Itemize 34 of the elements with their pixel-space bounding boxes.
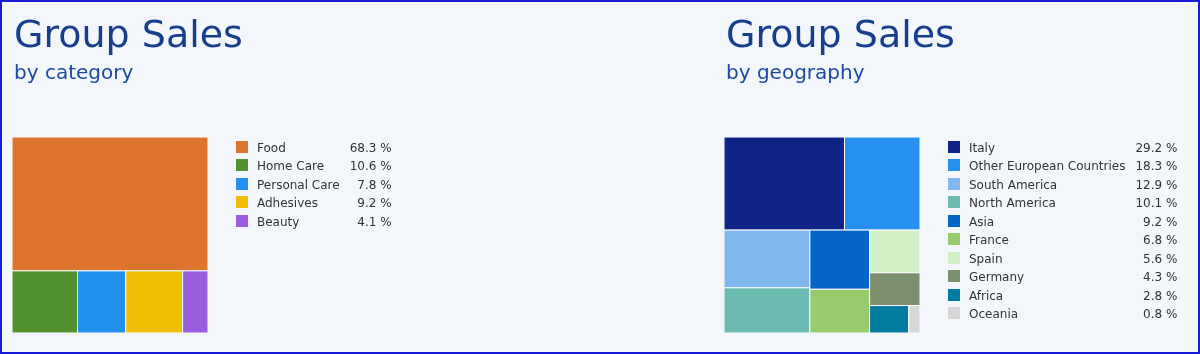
data-label: 12.9 % (1134, 177, 1178, 194)
category-label: Spain (969, 251, 1003, 266)
text: Group Sales (726, 12, 955, 56)
data-label: 4.1 % (356, 214, 392, 231)
data-label: 7.8 % (356, 177, 392, 194)
text: Group Sales (14, 12, 243, 56)
category-label: Personal Care (257, 177, 340, 192)
data-label: 29.2 % (1134, 140, 1178, 157)
data-label: 10.6 % (348, 158, 392, 176)
category-label: Germany (969, 270, 1025, 285)
data-label: 5.6 % (1142, 251, 1178, 268)
category-label: Beauty (257, 214, 300, 229)
data-label: 4.3 % (1142, 269, 1178, 287)
data-label: 9.2 % (356, 195, 392, 213)
category-label: Food (257, 140, 286, 155)
category-label: France (969, 233, 1009, 248)
data-label: 18.3 % (1134, 158, 1178, 176)
text: by category (14, 60, 134, 84)
category-label: Other European Countries (969, 159, 1126, 174)
category-label: Home Care (257, 159, 325, 174)
category-label: Italy (969, 140, 996, 155)
category-label: South America (969, 177, 1058, 192)
category-label: Adhesives (257, 196, 318, 211)
data-label: 10.1 % (1134, 195, 1178, 213)
category-label: Oceania (969, 307, 1019, 322)
data-label: 68.3 % (348, 140, 392, 157)
category-label: North America (969, 196, 1056, 211)
category-label: Africa (969, 288, 1004, 303)
data-label: 9.2 % (1142, 214, 1178, 231)
text: by geography (726, 60, 865, 84)
category-label: Asia (969, 214, 995, 229)
data-label: 2.8 % (1142, 288, 1178, 305)
data-label: 0.8 % (1142, 306, 1178, 324)
data-label: 6.8 % (1142, 232, 1178, 250)
